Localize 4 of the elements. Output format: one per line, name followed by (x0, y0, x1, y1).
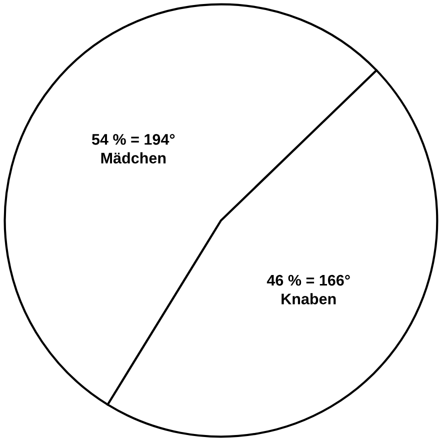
slice-label: Knaben (282, 293, 336, 304)
data-label: 46 % = 166° (266, 274, 350, 286)
slice-label: Mädchen (101, 152, 166, 164)
data-label: 54 % = 194° (92, 134, 175, 145)
